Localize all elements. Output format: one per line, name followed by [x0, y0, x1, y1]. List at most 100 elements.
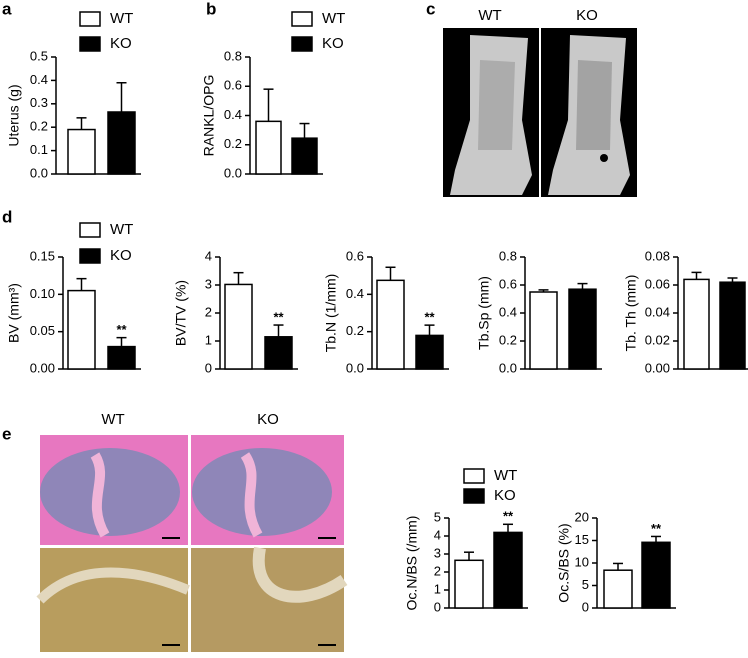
- bar: [683, 278, 710, 370]
- y-tick-label: 0.4: [224, 107, 242, 122]
- significance: **: [273, 309, 284, 324]
- image-label: KO: [576, 7, 598, 24]
- legend-swatch: [463, 488, 485, 504]
- y-tick-label: 15: [575, 532, 589, 547]
- y-tick-label: 2: [434, 563, 441, 578]
- legend-label: WT: [110, 221, 133, 238]
- y-tick-label: 0.15: [30, 248, 55, 263]
- bar: [415, 334, 444, 370]
- y-tick-label: 0.00: [30, 360, 55, 375]
- bar: [376, 279, 405, 370]
- legend-label: KO: [110, 247, 132, 264]
- y-tick-label: 1: [434, 581, 441, 596]
- y-tick-label: 5: [582, 577, 589, 592]
- y-tick-label: 0.4: [30, 72, 48, 87]
- y-tick-label: 5: [434, 509, 441, 524]
- panel-label: b: [206, 0, 216, 18]
- y-tick-label: 0: [434, 599, 441, 614]
- bar: [67, 128, 96, 175]
- legend-swatch: [79, 11, 101, 27]
- legend-swatch: [463, 468, 485, 484]
- bar: [224, 283, 253, 370]
- significance: **: [651, 521, 662, 536]
- y-tick-label: 0.2: [346, 323, 364, 338]
- bar: [568, 288, 597, 370]
- y-tick-label: 0.04: [645, 304, 670, 319]
- y-axis-label: BV (mm³): [6, 283, 22, 343]
- y-tick-label: 4: [205, 248, 212, 263]
- bar: [264, 336, 293, 370]
- bar: [529, 291, 558, 370]
- bar: [493, 531, 523, 609]
- y-tick-label: 4: [434, 527, 441, 542]
- legend-label: WT: [494, 467, 517, 484]
- legend-swatch: [79, 222, 101, 238]
- legend-swatch: [291, 36, 313, 52]
- histology-images: [36, 435, 348, 652]
- bar: [641, 541, 671, 609]
- y-tick-label: 0.2: [30, 119, 48, 134]
- y-axis-label: BV/TV (%): [173, 280, 189, 346]
- bar: [67, 289, 96, 370]
- y-tick-label: 2: [205, 304, 212, 319]
- y-tick-label: 0.06: [645, 276, 670, 291]
- legend-label: KO: [494, 487, 516, 504]
- y-tick-label: 0.4: [499, 304, 517, 319]
- significance: **: [503, 509, 514, 524]
- bar: [107, 345, 136, 370]
- y-tick-label: 0.0: [499, 360, 517, 375]
- bar: [291, 137, 318, 175]
- y-axis-label: Uterus (g): [6, 84, 22, 146]
- image-label: WT: [478, 7, 501, 24]
- image-label: KO: [257, 411, 279, 428]
- y-tick-label: 0.3: [30, 95, 48, 110]
- y-tick-label: 3: [434, 545, 441, 560]
- y-tick-label: 0.4: [346, 286, 364, 301]
- bar: [603, 569, 633, 609]
- panel-label: e: [2, 424, 11, 443]
- y-tick-label: 0.00: [645, 360, 670, 375]
- y-tick-label: 0.5: [30, 48, 48, 63]
- legend-swatch: [291, 11, 313, 27]
- ct-images: [443, 28, 637, 197]
- y-tick-label: 0.2: [224, 136, 242, 151]
- y-tick-label: 0: [582, 599, 589, 614]
- y-tick-label: 3: [205, 276, 212, 291]
- y-tick-label: 0.02: [645, 332, 670, 347]
- y-axis-label: RANKL/OPG: [201, 75, 217, 157]
- significance: **: [424, 310, 435, 325]
- y-tick-label: 0.2: [499, 332, 517, 347]
- bar: [255, 120, 282, 175]
- panel-label: c: [426, 0, 435, 18]
- y-tick-label: 0.1: [30, 142, 48, 157]
- bar: [107, 111, 136, 175]
- y-tick-label: 0.08: [645, 248, 670, 263]
- y-tick-label: 0.0: [30, 165, 48, 180]
- legend-swatch: [79, 248, 101, 264]
- y-tick-label: 0.6: [224, 78, 242, 93]
- y-tick-label: 0.10: [30, 286, 55, 301]
- y-tick-label: 0.8: [224, 48, 242, 63]
- y-axis-label: Oc.S/BS (%): [556, 523, 572, 602]
- significance: **: [116, 322, 127, 337]
- y-tick-label: 20: [575, 509, 589, 524]
- legend-label: KO: [322, 35, 344, 52]
- legend-label: WT: [322, 10, 345, 27]
- y-tick-label: 0.6: [346, 248, 364, 263]
- y-tick-label: 0.8: [499, 248, 517, 263]
- y-axis-label: Tb.Sp (mm): [476, 276, 492, 350]
- y-tick-label: 10: [575, 554, 589, 569]
- y-axis-label: Tb.N (1/mm): [323, 274, 339, 353]
- y-tick-label: 1: [205, 332, 212, 347]
- y-tick-label: 0: [205, 360, 212, 375]
- legend-swatch: [79, 36, 101, 52]
- y-tick-label: 0.0: [224, 165, 242, 180]
- y-tick-label: 0.0: [346, 360, 364, 375]
- y-tick-label: 0.05: [30, 323, 55, 338]
- panel-label: a: [2, 0, 12, 18]
- y-axis-label: Oc.N/BS (/mm): [404, 516, 420, 611]
- legend-label: WT: [110, 10, 133, 27]
- y-tick-label: 0.6: [499, 276, 517, 291]
